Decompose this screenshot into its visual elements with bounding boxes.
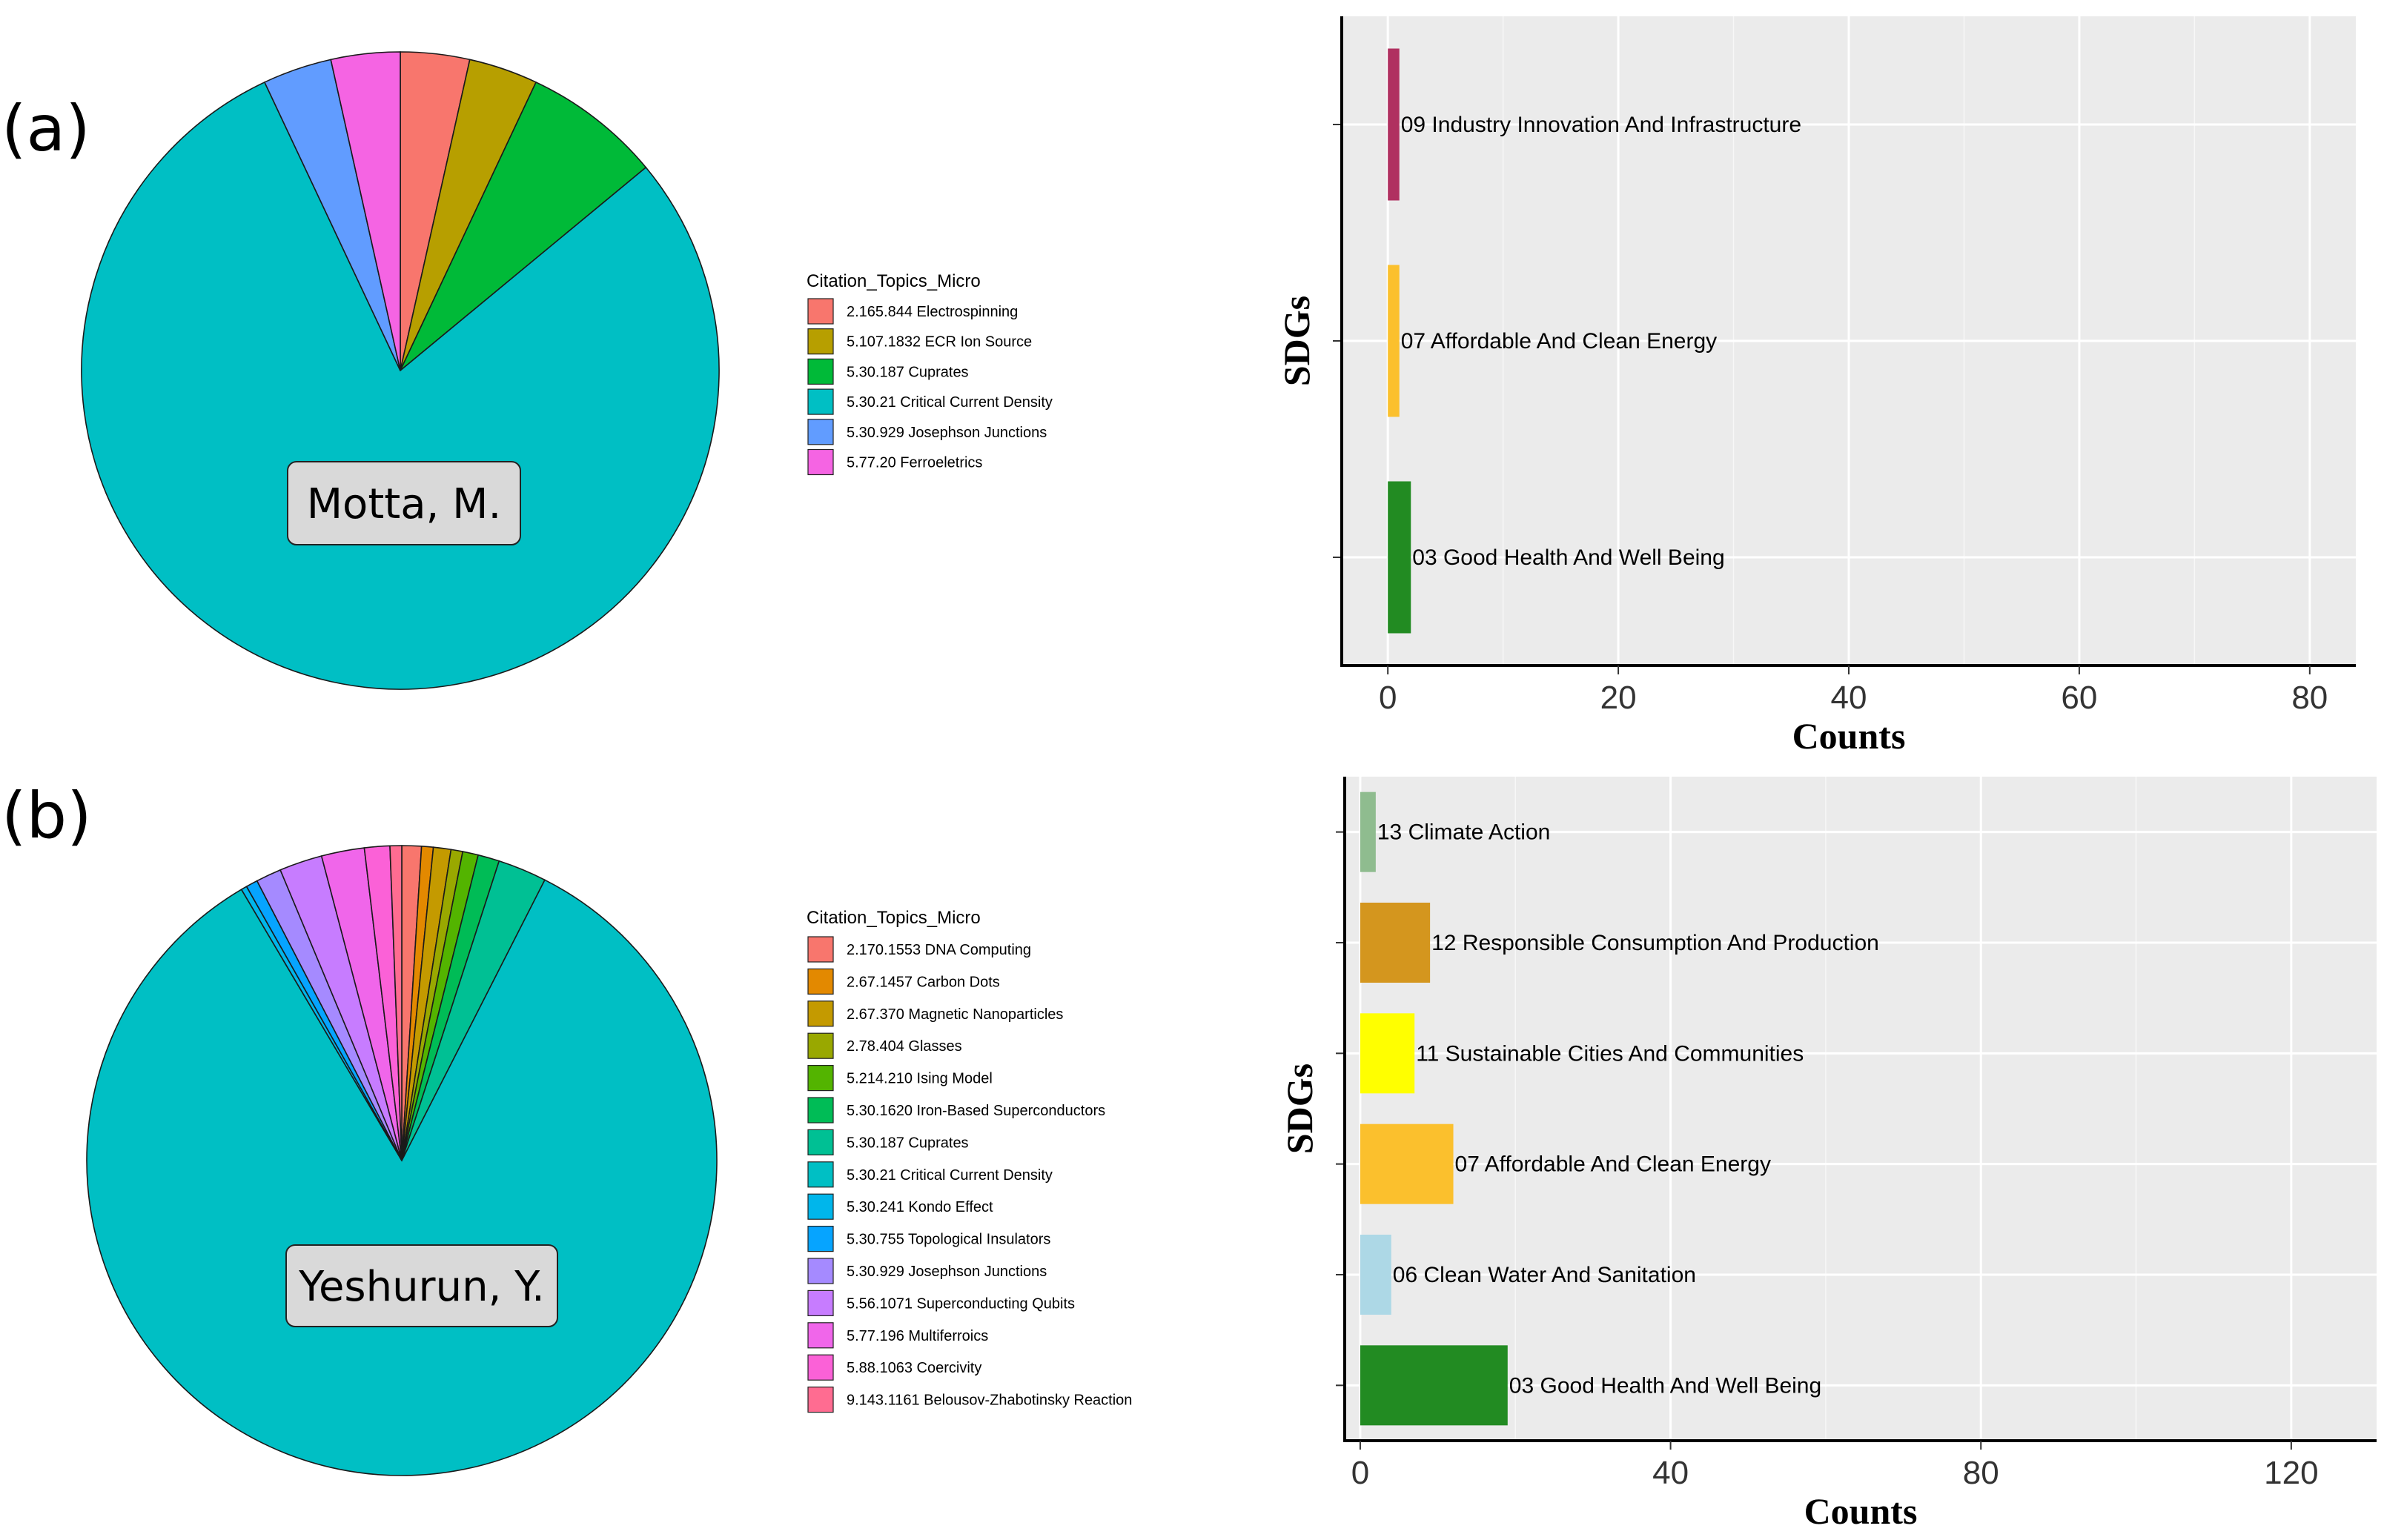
legend-swatch xyxy=(807,448,834,476)
legend-swatch xyxy=(807,358,834,385)
legend-label: 5.30.1620 Iron-Based Superconductors xyxy=(847,1103,1105,1119)
legend-swatch xyxy=(807,1290,834,1317)
bar xyxy=(1360,1013,1415,1094)
legend-label: 2.67.370 Magnetic Nanoparticles xyxy=(847,1006,1063,1023)
legend-label: 9.143.1161 Belousov-Zhabotinsky Reaction xyxy=(847,1393,1132,1409)
legend-title: Citation_Topics_Micro xyxy=(807,908,981,928)
legend-swatch xyxy=(807,1161,834,1188)
x-tick-label: 80 xyxy=(2291,680,2328,716)
legend-swatch xyxy=(807,1000,834,1027)
bar xyxy=(1360,791,1376,872)
legend-swatch xyxy=(807,1032,834,1059)
x-tick-label: 80 xyxy=(1963,1455,1999,1491)
author-label-box xyxy=(285,1244,558,1327)
legend-swatch xyxy=(807,1064,834,1092)
bar-chart-a: 09 Industry Innovation And Infrastructur… xyxy=(1276,16,2356,757)
bar-chart-b: 13 Climate Action 12 Responsible Consumpt… xyxy=(1279,777,2377,1532)
bar xyxy=(1360,1124,1454,1204)
pie-slice xyxy=(330,51,401,371)
legend-swatch xyxy=(807,1354,834,1381)
x-tick-label: 60 xyxy=(2061,680,2097,716)
bar-label: 07 Affordable And Clean Energy xyxy=(1455,1152,1771,1177)
bar-label: 07 Affordable And Clean Energy xyxy=(1401,329,1717,354)
legend-swatch xyxy=(807,1193,834,1220)
x-tick-label: 120 xyxy=(2264,1455,2318,1491)
legend-b: Citation_Topics_Micro 2.170.1553 DNA Comp… xyxy=(807,908,1132,1413)
panel-label-a: (a) xyxy=(1,92,90,166)
legend-label: 5.214.210 Ising Model xyxy=(847,1071,993,1087)
legend-label: 5.77.20 Ferroeletrics xyxy=(847,455,982,471)
y-axis-title: SDGs xyxy=(1276,296,1317,386)
legend-swatch xyxy=(807,328,834,355)
bar xyxy=(1360,1345,1508,1426)
legend-label: 2.170.1553 DNA Computing xyxy=(847,942,1031,958)
legend-swatch xyxy=(807,1386,834,1413)
bar-label: 13 Climate Action xyxy=(1377,820,1550,845)
bar xyxy=(1388,265,1400,417)
pie-chart-a: Motta, M. xyxy=(81,51,720,690)
pie-slice xyxy=(81,81,720,690)
bar-label: 11 Sustainable Cities And Communities xyxy=(1416,1041,1804,1066)
bar xyxy=(1388,481,1411,634)
legend-swatch xyxy=(807,419,834,445)
legend-swatch xyxy=(807,1258,834,1284)
legend-label: 5.107.1832 ECR Ion Source xyxy=(847,334,1032,351)
legend-swatch xyxy=(807,1322,834,1349)
legend-label: 5.30.21 Critical Current Density xyxy=(847,394,1053,411)
x-tick-label: 40 xyxy=(1831,680,1867,716)
x-tick-label: 40 xyxy=(1652,1455,1689,1491)
bar-label: 12 Responsible Consumption And Productio… xyxy=(1431,931,1879,955)
legend-swatch xyxy=(807,936,834,963)
legend-label: 5.30.21 Critical Current Density xyxy=(847,1167,1053,1184)
bar-label: 03 Good Health And Well Being xyxy=(1509,1373,1821,1398)
pie-slice xyxy=(400,81,647,371)
legend-label: 5.30.241 Kondo Effect xyxy=(847,1199,993,1215)
legend-title: Citation_Topics_Micro xyxy=(807,271,981,291)
legend-label: 5.30.929 Josephson Junctions xyxy=(847,425,1047,441)
legend-swatch xyxy=(807,1129,834,1156)
legend-label: 5.88.1063 Coercivity xyxy=(847,1360,981,1376)
legend-label: 5.30.755 Topological Insulators xyxy=(847,1232,1050,1248)
bar-label: 03 Good Health And Well Being xyxy=(1412,545,1724,570)
panel-label-b: (b) xyxy=(1,779,92,853)
author-label: Yeshurun, Y. xyxy=(298,1263,545,1311)
legend-label: 2.78.404 Glasses xyxy=(847,1038,962,1055)
legend-swatch xyxy=(807,298,834,325)
bar xyxy=(1388,48,1400,201)
legend-label: 2.165.844 Electrospinning xyxy=(847,304,1018,320)
plot-panel xyxy=(1345,777,2377,1441)
x-tick-label: 0 xyxy=(1379,680,1397,716)
y-axis-title: SDGs xyxy=(1279,1063,1320,1154)
legend-swatch xyxy=(807,1225,834,1252)
x-tick-label: 20 xyxy=(1600,680,1637,716)
x-axis-title: Counts xyxy=(1792,715,1906,757)
legend-swatch xyxy=(807,388,834,415)
legend-swatch xyxy=(807,968,834,995)
legend-label: 5.30.929 Josephson Junctions xyxy=(847,1264,1047,1280)
legend-label: 5.30.187 Cuprates xyxy=(847,364,969,380)
x-tick-label: 0 xyxy=(1351,1455,1369,1491)
bar-label: 06 Clean Water And Sanitation xyxy=(1393,1263,1696,1287)
legend-swatch xyxy=(807,1097,834,1124)
legend-label: 2.67.1457 Carbon Dots xyxy=(847,974,1000,990)
author-label-box xyxy=(287,461,521,545)
pie-chart-b: Yeshurun, Y. xyxy=(86,845,718,1476)
bar xyxy=(1360,1235,1391,1315)
author-label: Motta, M. xyxy=(307,480,502,528)
bar xyxy=(1360,903,1431,983)
legend-label: 5.56.1071 Superconducting Qubits xyxy=(847,1295,1075,1312)
legend-label: 5.30.187 Cuprates xyxy=(847,1135,969,1151)
x-axis-title: Counts xyxy=(1804,1490,1918,1532)
bar-label: 09 Industry Innovation And Infrastructur… xyxy=(1401,113,1801,137)
legend-a: Citation_Topics_Micro 2.165.844 Electrosp… xyxy=(807,271,1053,476)
legend-label: 5.77.196 Multiferroics xyxy=(847,1328,988,1344)
pie-slice xyxy=(389,845,403,1161)
pie-slice xyxy=(86,879,718,1476)
